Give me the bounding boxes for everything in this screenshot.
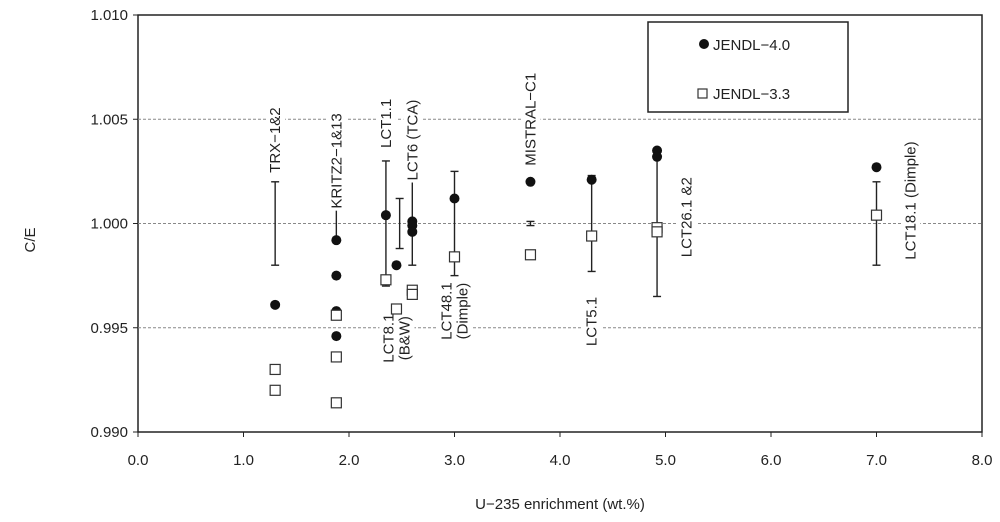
x-tick-label: 6.0 [761, 452, 782, 469]
annotation-text: MISTRAL−C1 [522, 73, 539, 166]
annotation-line: TRX−1&2 [267, 107, 284, 172]
legend-box [647, 21, 849, 113]
data-point [449, 193, 460, 204]
annotation-line: LCT1.1 [378, 99, 395, 148]
annotation-line: LCT5.1 [584, 297, 601, 346]
data-point [390, 303, 403, 315]
annotation-text: LCT8.1(B&W) [380, 314, 413, 363]
y-tick-label: 1.005 [90, 111, 128, 128]
annotation-label: TRX−1&2 [266, 105, 286, 175]
data-point [330, 397, 342, 409]
data-point [270, 299, 281, 310]
data-point [380, 274, 392, 286]
data-point [871, 162, 882, 173]
annotations: TRX−1&2 KRITZ2−1&13 LCT1.1 LCT6 (TCA) MISTRA… [266, 70, 921, 365]
data-point [406, 288, 418, 300]
series-jendl-4-0 [270, 145, 882, 342]
legend-marker-jendl-3-3 [697, 88, 708, 99]
y-tick-label: 1.010 [90, 7, 128, 24]
data-point [870, 209, 883, 221]
x-tick-label: 2.0 [339, 452, 360, 469]
x-tick-label: 8.0 [972, 452, 993, 469]
annotation-background [521, 70, 541, 168]
data-point [331, 331, 342, 342]
data-point [524, 249, 537, 261]
annotation-line: (B&W) [396, 316, 413, 360]
legend-label-jendl-3-3: JENDL−3.3 [713, 86, 790, 103]
data-series [269, 145, 883, 409]
x-axis-ticks: 0.0 1.0 2.0 3.0 4.0 5.0 6.0 7.0 8.0 [128, 432, 993, 469]
annotation-label: LCT48.1(Dimple) [437, 280, 473, 342]
annotation-label: LCT6 (TCA) [403, 97, 423, 183]
data-point [269, 363, 281, 376]
annotation-background [327, 111, 347, 211]
annotation-line: MISTRAL−C1 [522, 73, 539, 166]
annotation-line: LCT26.1 &2 [679, 177, 696, 257]
data-point [330, 309, 342, 321]
x-tick-label: 5.0 [655, 452, 676, 469]
data-point [391, 260, 402, 271]
annotation-line: LCT8.1 [380, 314, 397, 363]
annotation-background [376, 96, 396, 151]
data-point [331, 270, 342, 281]
annotation-text: LCT6 (TCA) [404, 100, 421, 181]
series-jendl-3-3 [269, 209, 883, 409]
data-point [525, 176, 536, 187]
data-point [269, 384, 281, 396]
data-point [380, 210, 391, 221]
annotation-text: LCT18.1 (Dimple) [902, 141, 919, 259]
y-axis-ticks: 0.990 0.995 1.000 1.005 1.010 [90, 7, 138, 441]
annotation-background [266, 105, 286, 175]
annotation-label: LCT18.1 (Dimple) [901, 139, 921, 262]
data-point [652, 151, 663, 162]
annotation-label: KRITZ2−1&13 [327, 111, 347, 211]
x-tick-label: 7.0 [866, 452, 887, 469]
annotation-label: LCT1.1 [376, 96, 396, 151]
y-tick-label: 1.000 [90, 216, 128, 233]
annotation-background [437, 280, 473, 342]
x-axis-title: U−235 enrichment (wt.%) [475, 496, 645, 513]
annotation-line: KRITZ2−1&13 [328, 113, 345, 208]
annotation-background [677, 175, 697, 260]
data-point [331, 235, 342, 246]
annotation-line: LCT48.1 [439, 282, 456, 340]
x-tick-label: 0.0 [128, 452, 149, 469]
annotation-label: MISTRAL−C1 [521, 70, 541, 168]
annotation-background [901, 139, 921, 262]
annotation-background [403, 97, 423, 183]
data-point [330, 351, 342, 363]
data-point [407, 226, 418, 237]
annotation-text: LCT5.1 [584, 297, 601, 346]
legend: JENDL−4.0 JENDL−3.3 [647, 21, 849, 113]
y-tick-label: 0.990 [90, 424, 128, 441]
annotation-label: LCT26.1 &2 [677, 175, 697, 260]
legend-marker-jendl-4-0 [699, 39, 709, 49]
data-point [586, 174, 597, 185]
annotation-background [582, 294, 602, 349]
annotation-label: LCT5.1 [582, 294, 602, 349]
annotation-text: LCT48.1(Dimple) [439, 282, 472, 340]
y-tick-label: 0.995 [90, 320, 128, 337]
annotation-label: LCT8.1(B&W) [379, 311, 415, 365]
annotation-line: LCT6 (TCA) [404, 100, 421, 181]
annotation-text: TRX−1&2 [267, 107, 284, 172]
x-tick-label: 3.0 [444, 452, 465, 469]
x-tick-label: 1.0 [233, 452, 254, 469]
annotation-line: (Dimple) [455, 283, 472, 340]
data-point [651, 226, 663, 238]
annotation-text: LCT26.1 &2 [679, 177, 696, 257]
annotation-background [379, 311, 415, 365]
annotation-line: LCT18.1 (Dimple) [902, 141, 919, 259]
x-tick-label: 4.0 [550, 452, 571, 469]
annotation-text: LCT1.1 [378, 99, 395, 148]
legend-label-jendl-4-0: JENDL−4.0 [713, 37, 790, 54]
data-point [586, 230, 598, 242]
annotation-text: KRITZ2−1&13 [328, 113, 345, 208]
data-point [448, 251, 461, 263]
y-axis-title: C/E [22, 227, 39, 252]
